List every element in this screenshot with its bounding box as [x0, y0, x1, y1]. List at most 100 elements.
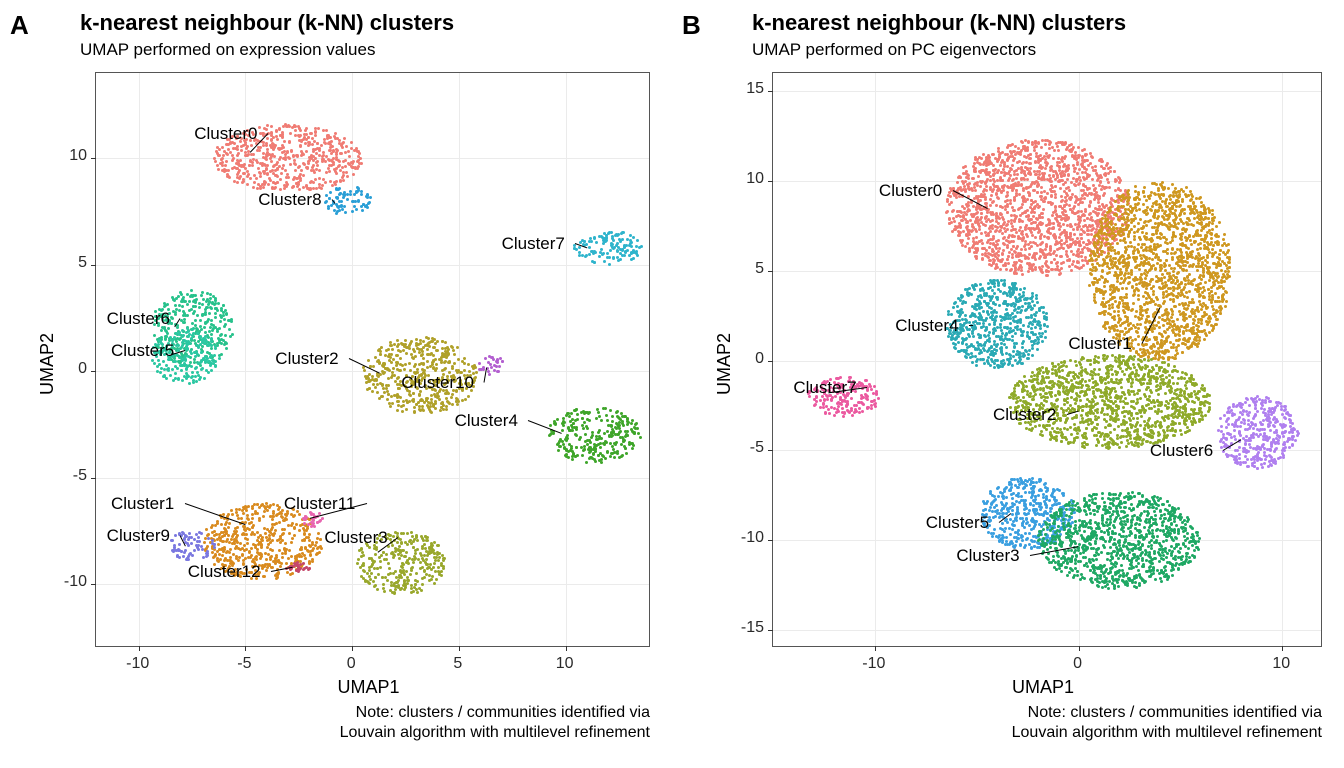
cluster-point: [980, 157, 983, 160]
cluster-point: [184, 359, 187, 362]
gridline-horizontal: [773, 361, 1321, 362]
cluster-point: [240, 517, 243, 520]
cluster-point: [188, 532, 191, 535]
cluster-point: [347, 150, 350, 153]
cluster-point: [182, 555, 185, 558]
cluster-point: [258, 517, 261, 520]
cluster-point: [1010, 268, 1013, 271]
cluster-point: [1027, 214, 1030, 217]
cluster-point: [1084, 208, 1087, 211]
cluster-point: [989, 161, 992, 164]
cluster-point: [246, 517, 249, 520]
cluster-point: [246, 183, 249, 186]
cluster-point: [588, 253, 591, 256]
cluster-point: [314, 134, 317, 137]
cluster-point: [1043, 200, 1046, 203]
cluster-point: [386, 398, 389, 401]
cluster-point: [452, 349, 455, 352]
cluster-point: [982, 190, 985, 193]
cluster-point: [1021, 162, 1024, 165]
cluster-point: [982, 153, 985, 156]
cluster-point: [385, 558, 388, 561]
cluster-point: [405, 352, 408, 355]
cluster-point: [402, 400, 405, 403]
cluster-point: [1078, 267, 1081, 270]
cluster-point: [357, 165, 360, 168]
cluster-point: [992, 188, 995, 191]
cluster-point: [182, 334, 185, 337]
cluster-point: [1095, 191, 1098, 194]
cluster-point: [1044, 167, 1047, 170]
cluster-point: [978, 170, 981, 173]
cluster-point: [187, 335, 190, 338]
cluster-point: [302, 568, 305, 571]
cluster-point: [210, 347, 213, 350]
cluster-point: [467, 395, 470, 398]
cluster-point: [571, 458, 574, 461]
cluster-point: [584, 433, 587, 436]
cluster-point: [606, 256, 609, 259]
cluster-label: Cluster3: [324, 528, 387, 548]
cluster-point: [1052, 157, 1055, 160]
cluster-point: [305, 127, 308, 130]
cluster-point: [232, 553, 235, 556]
cluster-point: [474, 366, 477, 369]
cluster-point: [1021, 212, 1024, 215]
cluster-point: [1049, 249, 1052, 252]
panel-subtitle: UMAP performed on expression values: [80, 40, 375, 60]
cluster-point: [948, 191, 951, 194]
cluster-point: [169, 374, 172, 377]
cluster-point: [224, 528, 227, 531]
cluster-point: [404, 339, 407, 342]
cluster-point: [410, 340, 413, 343]
cluster-point: [548, 434, 551, 437]
cluster-point: [210, 337, 213, 340]
cluster-point: [286, 150, 289, 153]
cluster-point: [1036, 225, 1039, 228]
cluster-point: [441, 347, 444, 350]
cluster-point: [975, 212, 978, 215]
cluster-point: [298, 529, 301, 532]
cluster-point: [426, 539, 429, 542]
cluster-point: [1076, 250, 1079, 253]
cluster-label: Cluster5: [111, 341, 174, 361]
cluster-point: [278, 549, 281, 552]
cluster-point: [576, 413, 579, 416]
cluster-point: [1054, 210, 1057, 213]
cluster-point: [566, 434, 569, 437]
cluster-label: Cluster6: [107, 309, 170, 329]
cluster-point: [962, 230, 965, 233]
cluster-point: [227, 513, 230, 516]
cluster-point: [214, 365, 217, 368]
cluster-point: [188, 300, 191, 303]
panel-title: k-nearest neighbour (k-NN) clusters: [752, 10, 1126, 36]
cluster-point: [1034, 161, 1037, 164]
cluster-point: [311, 541, 314, 544]
tick-mark-y: [91, 265, 96, 266]
cluster-point: [344, 165, 347, 168]
cluster-point: [220, 158, 223, 161]
cluster-point: [995, 212, 998, 215]
gridline-horizontal: [773, 91, 1321, 92]
cluster-point: [600, 248, 603, 251]
cluster-point: [211, 539, 214, 542]
cluster-point: [279, 541, 282, 544]
cluster-point: [183, 537, 186, 540]
cluster-point: [1107, 181, 1110, 184]
cluster-point: [153, 362, 156, 365]
cluster-point: [279, 537, 282, 540]
cluster-point: [302, 527, 305, 530]
cluster-point: [167, 369, 170, 372]
cluster-point: [1063, 209, 1066, 212]
cluster-point: [1007, 262, 1010, 265]
cluster-point: [180, 550, 183, 553]
cluster-point: [311, 143, 314, 146]
cluster-point: [1080, 189, 1083, 192]
cluster-point: [975, 236, 978, 239]
cluster-point: [1036, 170, 1039, 173]
cluster-point: [1039, 154, 1042, 157]
cluster-point: [1034, 266, 1037, 269]
cluster-point: [209, 355, 212, 358]
cluster-point: [619, 258, 622, 261]
cluster-point: [625, 452, 628, 455]
